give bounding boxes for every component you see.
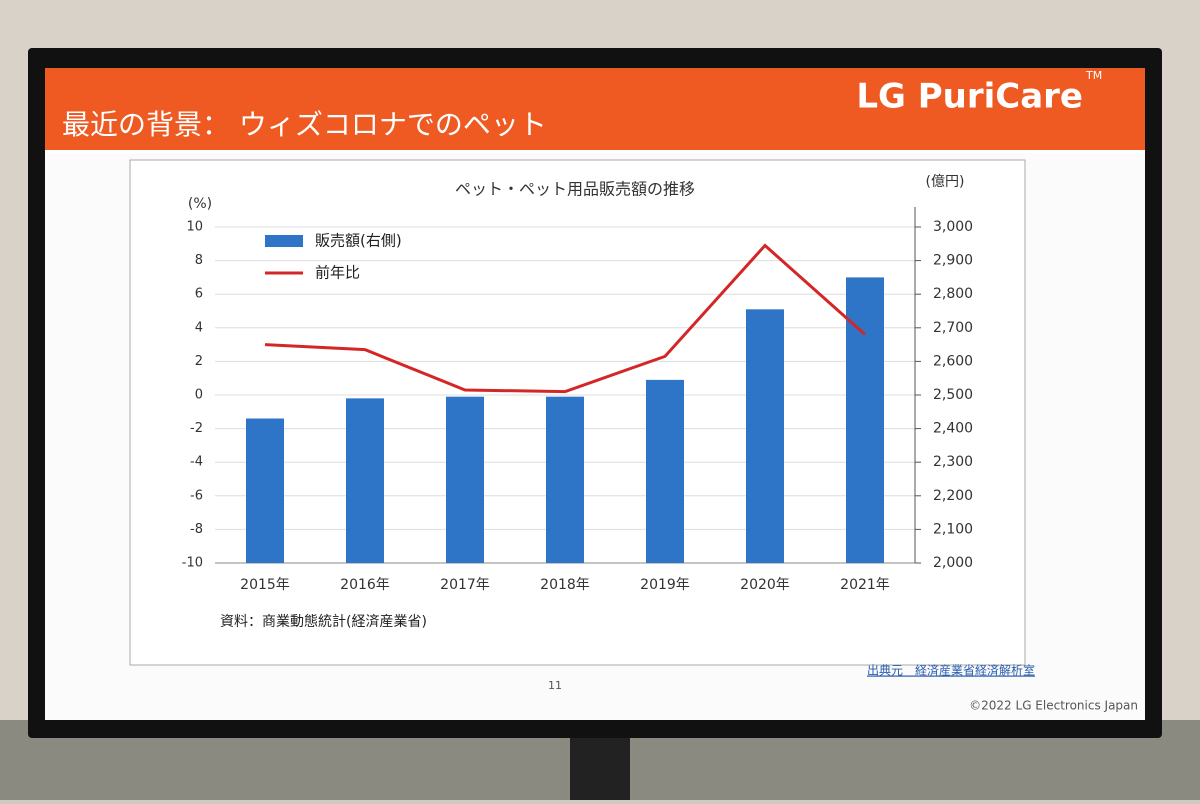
y2-axis-label: (億円): [926, 174, 965, 190]
y-tick-label: 10: [186, 220, 203, 235]
source-link[interactable]: 出典元 経済産業省経済解析室: [867, 663, 1035, 678]
page-number: 11: [548, 679, 562, 692]
source-note: 資料：商業動態統計(経済産業省): [220, 614, 427, 630]
bar: [246, 418, 284, 563]
x-tick-label: 2019年: [640, 577, 690, 593]
bar: [446, 396, 484, 563]
logo-mark: TM: [1085, 69, 1102, 82]
x-tick-label: 2017年: [440, 577, 490, 593]
y-tick-label: -2: [190, 421, 203, 436]
line-series: [264, 243, 866, 394]
y-tick-label: -4: [190, 455, 203, 470]
y2-tick-label: 2,000: [933, 555, 973, 571]
header-bar: [45, 68, 1145, 152]
y-tick-label: -6: [190, 488, 203, 503]
y2-tick-label: 2,400: [933, 421, 973, 437]
bar: [846, 277, 884, 563]
legend-label: 前年比: [315, 264, 360, 282]
copyright: ©2022 LG Electronics Japan: [969, 699, 1138, 713]
slide-title: 最近の背景： ウィズコロナでのペット: [62, 108, 547, 141]
header-rule: [45, 150, 1145, 153]
y2-tick-label: 2,600: [933, 353, 973, 369]
y-tick-label: -10: [182, 556, 203, 571]
y-tick-label: 6: [195, 287, 203, 302]
x-tick-label: 2015年: [240, 577, 290, 593]
y2-tick-label: 2,800: [933, 286, 973, 302]
legend-swatch: [265, 235, 303, 247]
bar: [646, 379, 684, 563]
legend-label: 販売額(右側): [315, 232, 402, 250]
y2-tick-label: 2,200: [933, 488, 973, 504]
y2-tick-label: 2,900: [933, 253, 973, 269]
y-tick-label: -8: [190, 522, 203, 537]
x-tick-label: 2016年: [340, 577, 390, 593]
bar: [546, 396, 584, 563]
y2-tick-label: 2,700: [933, 320, 973, 336]
x-tick-label: 2021年: [840, 577, 890, 593]
y2-tick-label: 2,100: [933, 521, 973, 537]
y-tick-label: 8: [195, 253, 203, 268]
logo: LG PuriCare: [856, 77, 1083, 117]
x-tick-label: 2020年: [740, 577, 790, 593]
y-tick-label: 0: [195, 388, 203, 403]
y-tick-label: 4: [195, 320, 203, 335]
y-axis-label: (%): [188, 196, 212, 212]
y2-tick-label: 2,300: [933, 454, 973, 470]
y2-tick-label: 2,500: [933, 387, 973, 403]
y2-tick-label: 3,000: [933, 219, 973, 235]
chart-title: ペット・ペット用品販売額の推移: [455, 180, 695, 199]
bar: [346, 398, 384, 563]
bar: [746, 309, 784, 563]
y-tick-label: 2: [195, 354, 203, 369]
x-tick-label: 2018年: [540, 577, 590, 593]
